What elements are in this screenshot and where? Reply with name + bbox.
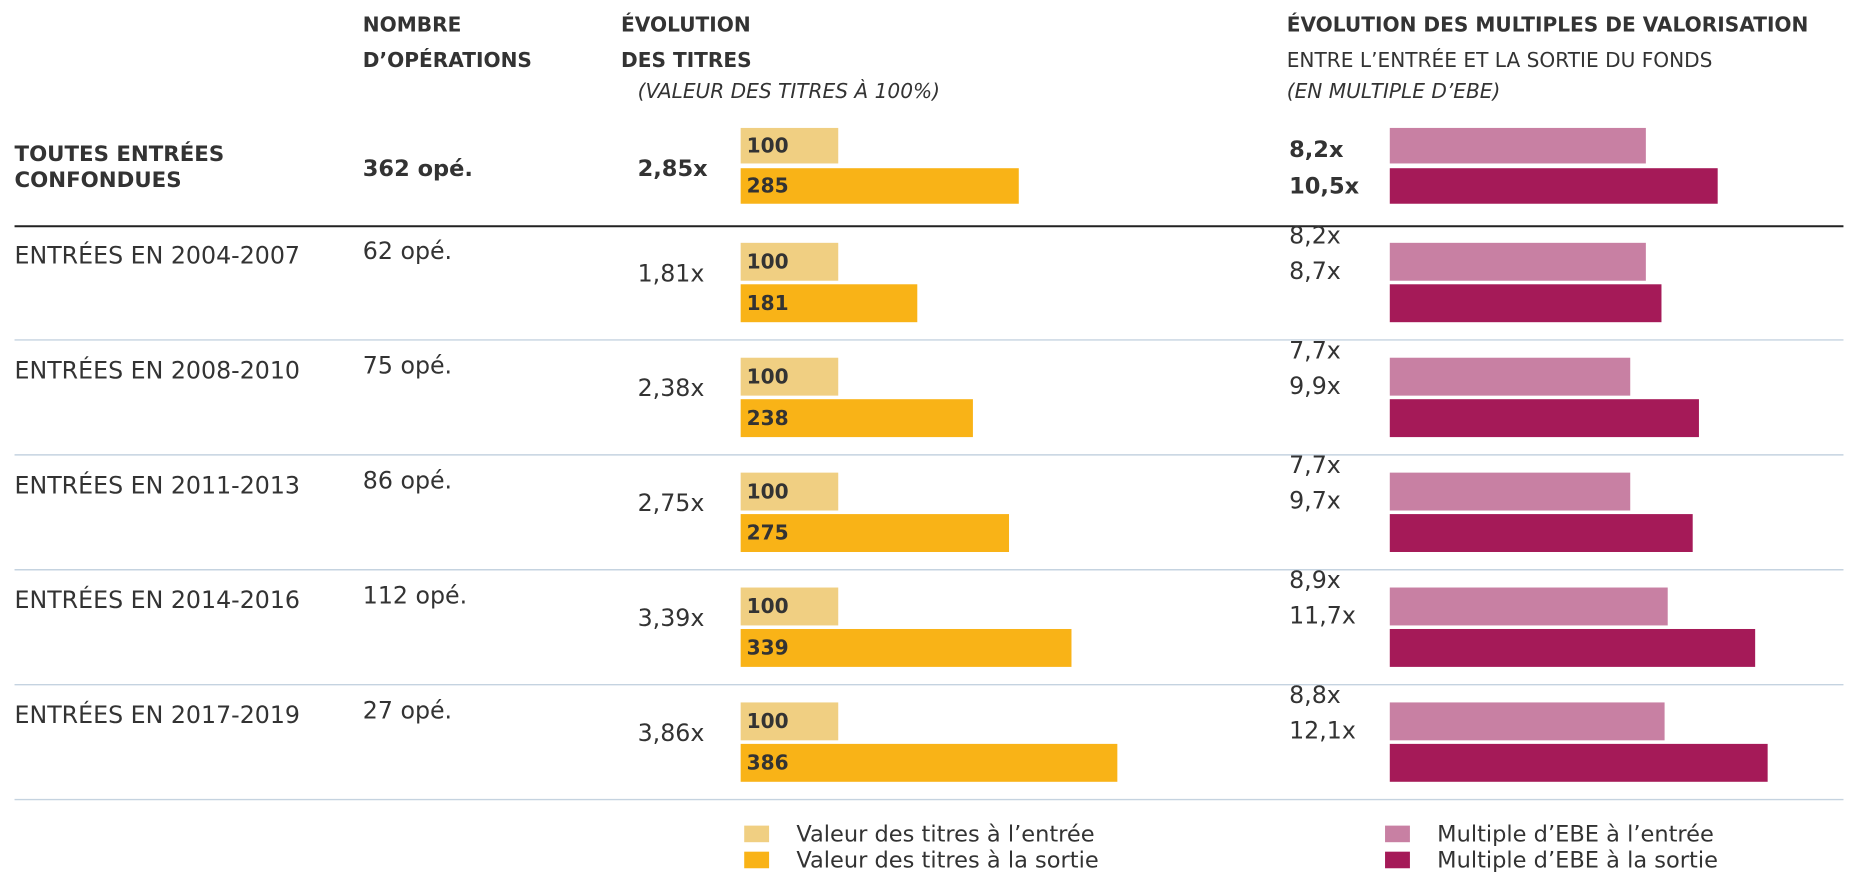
row-label: ENTRÉES EN 2017-2019 (15, 701, 300, 729)
bar-label: 100 (747, 709, 789, 733)
multiple-label: 11,7x (1289, 602, 1356, 630)
multiple-bar (1389, 357, 1631, 396)
header: D’OPÉRATIONS (363, 48, 532, 72)
legend-label: Valeur des titres à la sortie (796, 848, 1098, 873)
legend-label: Multiple d’EBE à la sortie (1437, 848, 1718, 873)
multiple-label: 8,8x (1289, 681, 1341, 709)
row-label: ENTRÉES EN 2004-2007 (15, 242, 300, 270)
multiple-bar (1389, 702, 1665, 741)
header: ÉVOLUTION (621, 13, 751, 37)
titre-bar (740, 472, 839, 511)
header-note: (VALEUR DES TITRES À 100%) (638, 79, 940, 103)
multiple-bar (1389, 628, 1756, 667)
row-label: CONFONDUES (15, 168, 182, 193)
ratio: 2,75x (638, 489, 705, 517)
titre-bar (740, 628, 1072, 667)
header-note: (EN MULTIPLE D’EBE) (1287, 79, 1501, 103)
legend-swatch (744, 825, 770, 843)
multiple-label: 9,7x (1289, 487, 1341, 515)
multiple-label: 8,2x (1289, 221, 1341, 249)
titre-bar (740, 168, 1019, 204)
titre-bar (740, 743, 1118, 782)
multiple-label: 7,7x (1289, 336, 1341, 364)
multiple-bar (1389, 284, 1662, 323)
legend-swatch (744, 851, 770, 869)
titre-bar (740, 399, 973, 438)
multiple-bar (1389, 472, 1631, 511)
ratio: 3,86x (638, 719, 705, 747)
header-sub: ENTRE L’ENTRÉE ET LA SORTIE DU FONDS (1287, 48, 1713, 72)
bar-label: 181 (747, 291, 789, 315)
header: ÉVOLUTION DES MULTIPLES DE VALORISATION (1287, 13, 1809, 37)
legend-swatch (1385, 825, 1410, 843)
multiple-label: 12,1x (1289, 717, 1356, 745)
multiple-bar (1389, 242, 1646, 281)
bar-label: 285 (747, 174, 789, 198)
multiple-label: 8,7x (1289, 257, 1341, 285)
multiple-label: 9,9x (1289, 372, 1341, 400)
bar-label: 100 (747, 594, 789, 618)
multiple-bar (1389, 399, 1699, 438)
ratio: 2,85x (638, 156, 709, 182)
ratio: 2,38x (638, 374, 705, 402)
multiple-bar (1389, 168, 1718, 204)
bar-label: 100 (747, 133, 789, 157)
multiple-label: 8,2x (1289, 137, 1344, 163)
row-label: ENTRÉES EN 2008-2010 (15, 356, 300, 384)
multiple-label: 7,7x (1289, 451, 1341, 479)
bar-label: 238 (747, 406, 789, 430)
titre-bar (740, 127, 839, 164)
multiple-label: 8,9x (1289, 566, 1341, 594)
legend-label: Multiple d’EBE à l’entrée (1437, 822, 1714, 848)
row-label: ENTRÉES EN 2011-2013 (15, 471, 300, 499)
operations: 86 opé. (363, 467, 452, 495)
legend-swatch (1385, 851, 1410, 869)
titre-bar (740, 587, 839, 626)
header: NOMBRE (363, 13, 462, 37)
multiple-bar (1389, 743, 1768, 782)
bar-label: 339 (747, 636, 789, 660)
multiple-bar (1389, 127, 1646, 164)
operations: 62 opé. (363, 237, 452, 265)
titre-bar (740, 357, 839, 396)
operations: 75 opé. (363, 352, 452, 380)
ratio: 1,81x (638, 259, 705, 287)
operations: 112 opé. (363, 582, 467, 610)
row-label: ENTRÉES EN 2014-2016 (15, 586, 300, 614)
bar-label: 100 (747, 249, 789, 273)
titre-bar (740, 242, 839, 281)
multiple-bar (1389, 514, 1693, 552)
bar-label: 100 (747, 479, 789, 503)
titre-bar (740, 514, 1010, 552)
operations: 362 opé. (363, 156, 473, 182)
operations: 27 opé. (363, 696, 452, 724)
titre-bar (740, 702, 839, 741)
legend-label: Valeur des titres à l’entrée (796, 822, 1094, 848)
bar-label: 275 (747, 521, 789, 545)
row-label: TOUTES ENTRÉES (15, 141, 225, 167)
multiple-bar (1389, 587, 1668, 626)
multiple-label: 10,5x (1289, 174, 1360, 200)
bar-label: 386 (747, 751, 789, 775)
header: DES TITRES (621, 48, 752, 72)
bar-label: 100 (747, 364, 789, 388)
ratio: 3,39x (638, 604, 705, 632)
titre-bar (740, 284, 918, 323)
